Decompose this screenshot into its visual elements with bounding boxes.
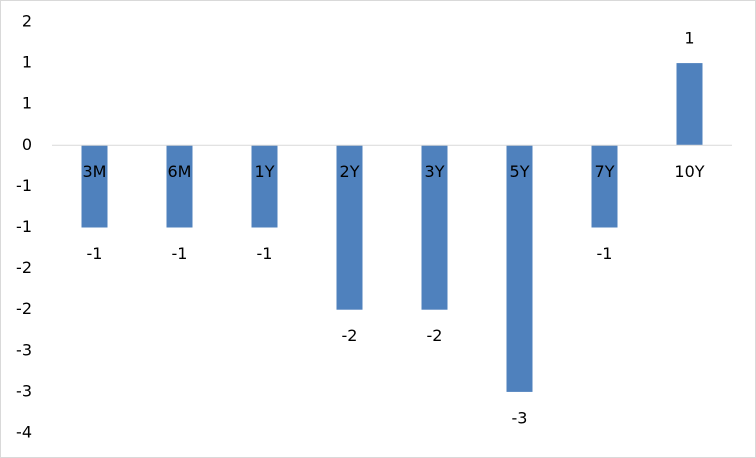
data-label: 1 [684, 29, 694, 48]
x-tick-label: 3Y [425, 162, 445, 181]
y-tick-label: -1 [16, 217, 32, 236]
x-tick-label: 7Y [595, 162, 615, 181]
x-tick-label: 1Y [255, 162, 275, 181]
data-label: -2 [342, 326, 358, 345]
y-tick-label: 1 [22, 94, 32, 113]
bar [676, 63, 703, 146]
x-tick-label: 3M [83, 162, 107, 181]
bar [506, 145, 533, 392]
y-tick-label: -2 [16, 258, 32, 277]
bar [591, 145, 618, 228]
y-tick-label: 0 [22, 135, 32, 154]
data-label: -1 [257, 244, 273, 263]
y-tick-label: 2 [22, 12, 32, 31]
x-tick-label: 6M [168, 162, 192, 181]
data-label: -3 [512, 408, 528, 427]
y-tick-label: -3 [16, 381, 32, 400]
y-tick-label: -3 [16, 340, 32, 359]
bar [336, 145, 363, 310]
bar [166, 145, 193, 228]
data-label: -1 [172, 244, 188, 263]
y-tick-label: -1 [16, 176, 32, 195]
x-tick-label: 5Y [510, 162, 530, 181]
x-tick-label: 10Y [674, 162, 704, 181]
bar [81, 145, 108, 228]
y-tick-label: 1 [22, 53, 32, 72]
bar [421, 145, 448, 310]
data-label: -1 [597, 244, 613, 263]
y-tick-label: -4 [16, 423, 32, 442]
data-label: -1 [87, 244, 103, 263]
bar [251, 145, 278, 228]
data-label: -2 [427, 326, 443, 345]
y-tick-label: -2 [16, 299, 32, 318]
x-tick-label: 2Y [340, 162, 360, 181]
